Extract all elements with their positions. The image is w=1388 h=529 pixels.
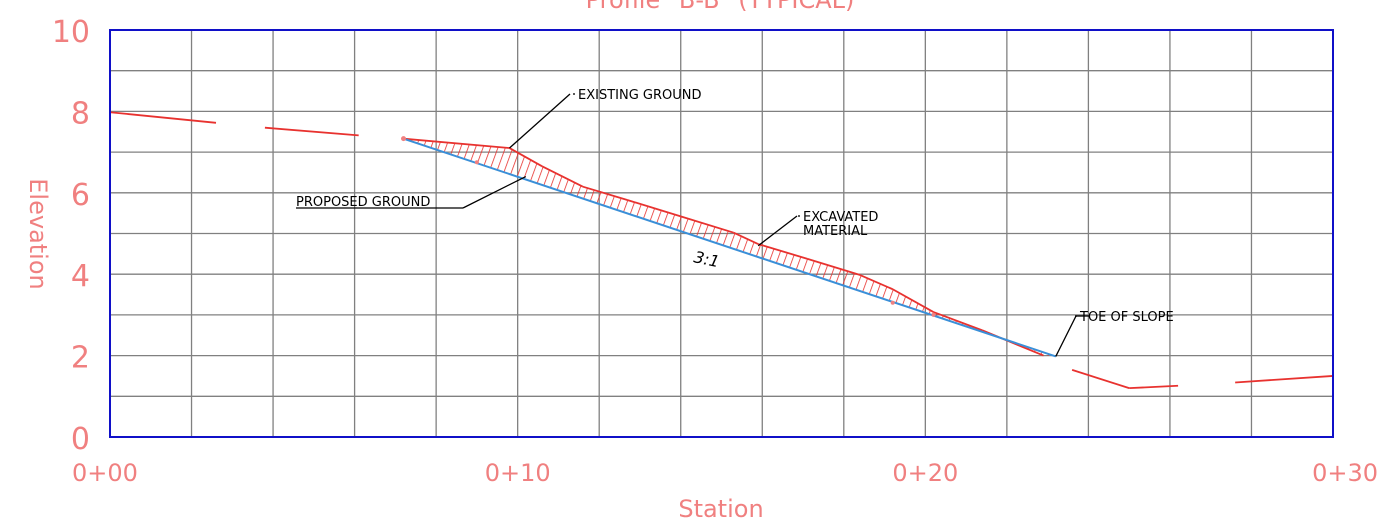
existing-ground-segment: [1071, 368, 1130, 390]
existing-ground-segment: [264, 126, 359, 137]
existing-ground-segment: [933, 311, 983, 332]
annotation-text: EXCAVATED: [803, 210, 878, 225]
existing-ground-segment: [403, 137, 510, 149]
slope-ratio-label: 3:1: [692, 247, 721, 271]
existing-ground-segment: [859, 274, 894, 291]
y-tick-label: 6: [71, 178, 90, 213]
existing-ground-segment: [627, 199, 681, 218]
x-axis-ticks: 0+00 0+10 0+20 0+30: [72, 459, 1378, 487]
slope-start-point: [401, 136, 407, 142]
x-tick-label: 0+30: [1312, 459, 1378, 487]
existing-ground-segment: [1129, 384, 1179, 390]
annotation-text: EXISTING GROUND: [578, 88, 702, 103]
y-tick-label: 2: [71, 341, 90, 376]
annotation-proposed-ground: PROPOSED GROUND: [296, 175, 527, 210]
existing-ground-segment: [892, 288, 934, 313]
annotation-toe-of-slope: TOE OF SLOPE: [1055, 310, 1174, 357]
existing-ground-segment: [109, 111, 217, 124]
existing-ground-segment: [680, 215, 734, 234]
annotation-leader: [509, 93, 571, 149]
annotation-leader: [1055, 315, 1077, 357]
survey-point: [474, 160, 479, 165]
y-tick-label: 0: [71, 422, 90, 457]
existing-ground-segment: [1235, 375, 1334, 384]
series-layer: 3:1: [109, 111, 1334, 390]
existing-ground-segment: [757, 243, 808, 260]
proposed-ground-line: [403, 137, 1057, 358]
annotation-text: TOE OF SLOPE: [1079, 310, 1174, 325]
existing-ground-segment: [582, 185, 628, 201]
survey-point: [890, 300, 895, 305]
existing-ground-segment: [509, 147, 543, 168]
grid-lines: [110, 30, 1333, 437]
x-tick-label: 0+10: [485, 459, 551, 487]
chart-title: Profile "B-B" (TYPICAL): [586, 0, 855, 14]
survey-point: [931, 312, 936, 317]
existing-ground-segment: [541, 165, 584, 188]
annotation-text: PROPOSED GROUND: [296, 195, 430, 210]
existing-ground-segment: [806, 257, 861, 276]
x-tick-label: 0+20: [892, 459, 958, 487]
annotation-text: MATERIAL: [803, 224, 868, 239]
annotation-leader: [462, 175, 527, 209]
annotations: EXISTING GROUND PROPOSED GROUND EXCAVATEDM…: [296, 88, 1174, 357]
y-tick-label: 10: [52, 15, 90, 50]
annotation-leader: [757, 215, 798, 247]
y-tick-label: 8: [71, 96, 90, 131]
existing-ground-segment: [733, 231, 759, 245]
x-axis-label: Station: [678, 495, 763, 523]
annotation-existing-ground: EXISTING GROUND: [509, 88, 702, 149]
y-axis-label: Elevation: [24, 178, 52, 289]
x-tick-label: 0+00: [72, 459, 138, 487]
plot-frame: [109, 29, 1334, 438]
y-tick-label: 4: [71, 259, 90, 294]
y-axis-ticks: 0 2 4 6 8 10: [52, 15, 90, 457]
